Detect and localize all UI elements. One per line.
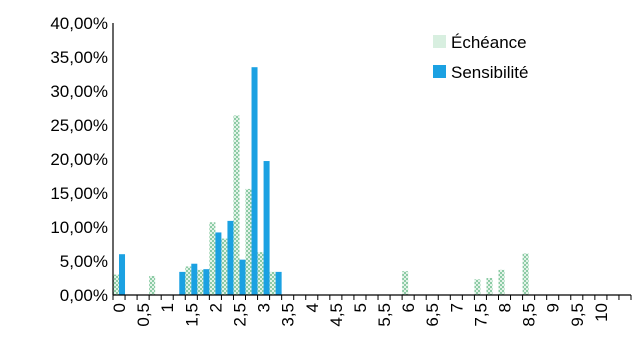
legend: Échéance Sensibilité (433, 33, 529, 82)
x-axis-tick-labels: 0 0,5 1 1,5 2 2,5 3 3,5 4 4,5 5 5,5 6 6,5 7 7,5 8 8,5 9 9,5… (110, 303, 611, 327)
x-tick-label: 9,5 (568, 303, 587, 327)
x-tick-label: 0,5 (134, 303, 153, 327)
legend-swatch-sensibilite (433, 65, 446, 78)
bar-echeance (221, 238, 228, 295)
y-tick-label: 0,00% (60, 286, 108, 305)
bar-sensibilite (251, 67, 258, 295)
axes (112, 23, 632, 300)
x-tick-label: 7 (447, 303, 466, 312)
x-tick-label: 7,5 (471, 303, 490, 327)
bar-echeance (245, 188, 252, 295)
bar-sensibilite (191, 263, 198, 295)
x-tick-label: 2 (206, 303, 225, 312)
y-tick-label: 20,00% (50, 150, 108, 169)
x-tick-label: 5 (351, 303, 370, 312)
bar-echeance (474, 279, 481, 295)
x-tick-label: 8,5 (520, 303, 539, 327)
y-tick-label: 10,00% (50, 218, 108, 237)
y-tick-label: 15,00% (50, 184, 108, 203)
x-tick-label: 6,5 (423, 303, 442, 327)
x-tick-label: 9 (544, 303, 563, 312)
bar-sensibilite (119, 254, 126, 295)
bar-echeance (257, 252, 264, 295)
x-tick-label: 6 (399, 303, 418, 312)
y-tick-label: 30,00% (50, 82, 108, 101)
bar-echeance (486, 278, 493, 295)
bar-echeance (498, 269, 505, 295)
bar-echeance (209, 222, 216, 295)
bar-echeance (149, 275, 156, 295)
bar-echeance (113, 274, 120, 295)
bar-echeance (233, 115, 240, 295)
legend-label-echeance: Échéance (451, 33, 527, 52)
bar-sensibilite (215, 232, 222, 295)
x-tick-label: 1,5 (182, 303, 201, 327)
x-tick-label: 3 (255, 303, 274, 312)
x-tick-label: 1 (158, 303, 177, 312)
bar-echeance (402, 271, 409, 295)
x-tick-label: 4,5 (327, 303, 346, 327)
x-tick-label: 4 (303, 303, 322, 312)
bar-echeance (269, 271, 276, 295)
bar-sensibilite (179, 271, 186, 295)
x-tick-label: 2,5 (230, 303, 249, 327)
x-tick-label: 3,5 (279, 303, 298, 327)
y-tick-label: 35,00% (50, 48, 108, 67)
bar-echeance (522, 253, 529, 295)
bar-sensibilite (239, 259, 246, 295)
x-tick-label: 5,5 (375, 303, 394, 327)
legend-swatch-echeance (433, 35, 446, 48)
y-axis-tick-labels: 0,00% 5,00% 10,00% 15,00% 20,00% 25,00% 30,00%… (50, 14, 108, 305)
y-tick-label: 40,00% (50, 14, 108, 33)
bar-echeance (185, 266, 192, 295)
y-tick-label: 25,00% (50, 116, 108, 135)
x-tick-label: 8 (496, 303, 515, 312)
x-tick-label: 10 (592, 303, 611, 322)
legend-label-sensibilite: Sensibilité (451, 63, 529, 82)
bars (113, 67, 529, 295)
bar-sensibilite (263, 161, 270, 295)
x-tick-label: 0 (110, 303, 129, 312)
y-tick-label: 5,00% (60, 252, 108, 271)
bar-sensibilite (275, 271, 282, 295)
bar-sensibilite (227, 220, 234, 295)
bar-echeance (197, 269, 204, 295)
bar-sensibilite (203, 269, 210, 295)
